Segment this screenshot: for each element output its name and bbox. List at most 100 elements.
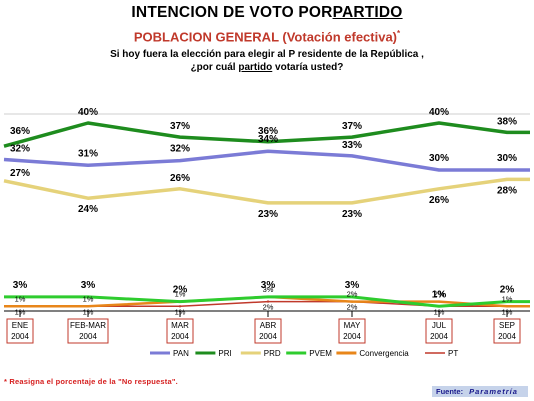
data-label-convergencia-5: 2% (434, 290, 445, 299)
x-tick-label-5: JUL (432, 321, 447, 330)
point-convergencia-1 (86, 305, 90, 308)
chart-title-underlined: PARTIDO (332, 4, 403, 21)
point-pri-0 (18, 140, 22, 143)
source-credit: Fuente: Parametría (432, 386, 528, 397)
point-prd-5 (437, 187, 441, 190)
point-convergencia-6 (505, 305, 509, 308)
data-label-pt-3: 2% (263, 303, 274, 312)
x-tick-label-4: MAY (344, 321, 361, 330)
data-label-convergencia-4: 2% (347, 290, 358, 299)
data-label-pt-1: 1% (83, 307, 94, 316)
data-label-prd-5: 26% (429, 195, 449, 206)
point-pt-3 (266, 300, 270, 303)
point-pan-1 (86, 164, 90, 167)
x-tick-label-6: SEP (499, 321, 515, 330)
data-label-pvem-3: 3% (261, 280, 276, 291)
point-prd-6 (505, 178, 509, 181)
x-tick-label-2: MAR (171, 321, 189, 330)
data-label-pri-2: 37% (170, 121, 190, 132)
data-label-pvem-5: 1% (432, 289, 447, 300)
x-tick-label-3: ABR (260, 321, 277, 330)
survey-question-line-2: ¿por cuál partido votaría usted? (0, 61, 534, 74)
data-label-prd-6: 28% (497, 185, 517, 196)
data-label-pan-0: 32% (10, 144, 30, 155)
data-label-pri-6: 38% (497, 116, 517, 127)
x-tick-label-year-1: 2004 (79, 332, 97, 341)
data-label-prd-2: 26% (170, 173, 190, 184)
survey-question-line-1: Si hoy fuera la elección para elegir al … (110, 49, 424, 60)
chart-subtitle: POBLACION GENERAL (Votación efectiva)* (0, 29, 534, 44)
data-label-pt-6: 1% (502, 307, 513, 316)
point-pri-2 (178, 135, 182, 139)
point-pan-4 (350, 154, 354, 158)
point-pvem-3 (266, 295, 270, 299)
point-convergencia-0 (18, 305, 22, 308)
point-pvem-4 (350, 295, 354, 299)
subtitle-footnote-mark: * (397, 29, 401, 38)
data-label-pri-3: 36% (258, 126, 278, 137)
x-tick-label-year-4: 2004 (343, 332, 361, 341)
point-prd-0 (18, 182, 22, 186)
data-label-convergencia-2: 1% (175, 290, 186, 299)
legend-label-convergencia: Convergencia (359, 349, 409, 358)
point-pri-5 (437, 121, 441, 125)
legend-label-prd: PRD (264, 349, 281, 358)
data-label-pt-2: 1% (175, 307, 186, 316)
source-label: Fuente: (436, 387, 464, 396)
point-pri-4 (350, 135, 354, 139)
data-label-pvem-0: 3% (13, 280, 28, 291)
series-line-prd (3, 177, 530, 205)
point-prd-1 (86, 197, 90, 200)
question-part-a: ¿por cuál (190, 62, 239, 73)
point-pan-0 (18, 159, 22, 162)
data-label-convergencia-1: 1% (83, 294, 94, 303)
data-label-convergencia-0: 1% (15, 294, 26, 303)
point-pt-2 (178, 305, 182, 308)
chart-title-text: INTENCION DE VOTO POR (131, 4, 333, 21)
x-tick-label-year-3: 2004 (259, 332, 277, 341)
data-label-pri-0: 36% (10, 126, 30, 137)
x-tick-label-year-0: 2004 (11, 332, 29, 341)
data-label-pri-4: 37% (342, 121, 362, 132)
point-pan-2 (178, 159, 182, 162)
survey-question: Si hoy fuera la elección para elegir al … (0, 48, 534, 74)
data-label-pri-5: 40% (429, 107, 449, 118)
data-label-pan-2: 32% (170, 144, 190, 155)
x-tick-label-box-3 (254, 318, 282, 344)
point-pvem-1 (86, 295, 90, 299)
x-tick-label-year-6: 2004 (498, 332, 516, 341)
x-tick-label-year-2: 2004 (171, 332, 189, 341)
question-part-c: votaría usted? (272, 62, 344, 73)
data-label-pvem-4: 3% (345, 280, 360, 291)
data-label-pan-1: 31% (78, 148, 98, 159)
point-pan-3 (266, 150, 270, 153)
x-tick-label-box-0 (6, 318, 34, 344)
data-label-pan-4: 33% (342, 140, 362, 151)
point-prd-4 (350, 201, 354, 205)
point-pvem-0 (18, 295, 22, 299)
x-tick-label-box-1 (67, 318, 109, 344)
x-tick-label-1: FEB-MAR (70, 321, 106, 330)
data-label-prd-0: 27% (10, 168, 30, 179)
point-pvem-6 (505, 300, 509, 303)
x-tick-label-box-2 (166, 318, 194, 344)
data-label-pri-1: 40% (78, 107, 98, 118)
point-pri-1 (86, 121, 90, 125)
point-pvem-2 (178, 300, 182, 303)
footnote: * Reasigna el porcentaje de la "No respu… (4, 377, 178, 386)
data-label-convergencia-3: 3% (263, 285, 274, 294)
legend-label-pri: PRI (218, 349, 231, 358)
data-label-prd-3: 23% (258, 209, 278, 220)
data-label-prd-1: 24% (78, 204, 98, 215)
x-tick-label-box-4 (338, 318, 366, 344)
point-pri-3 (266, 140, 270, 143)
data-label-pvem-6: 2% (500, 285, 515, 296)
x-tick-label-box-5 (425, 318, 453, 344)
question-part-underlined: partido (238, 62, 273, 73)
point-pvem-5 (437, 305, 441, 308)
chart-subtitle-text: POBLACION GENERAL (Votación efectiva) (133, 29, 398, 45)
point-convergencia-4 (350, 300, 354, 303)
chart-title: INTENCION DE VOTO PORPARTIDO (0, 4, 534, 22)
